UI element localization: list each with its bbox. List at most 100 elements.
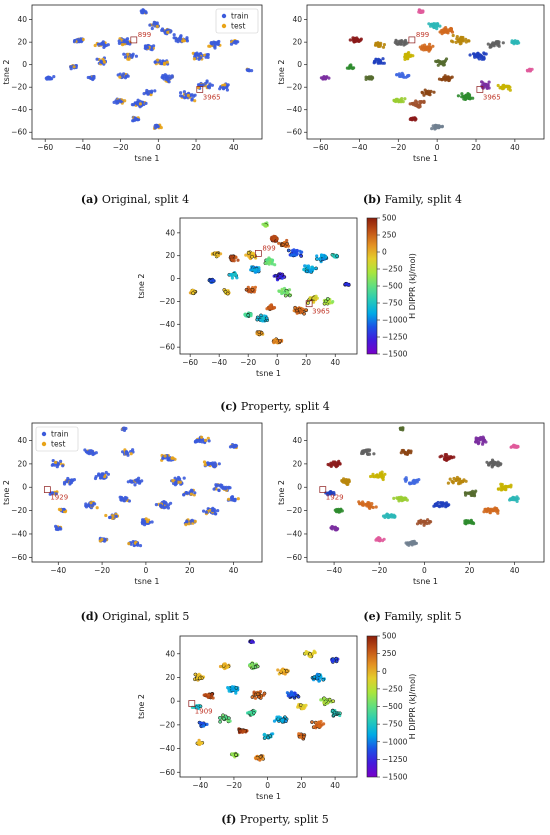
data-point (162, 62, 167, 66)
x-tick-label: −20 (371, 566, 387, 575)
data-point (327, 463, 332, 467)
data-point (297, 732, 301, 736)
data-point (205, 53, 209, 57)
data-point (131, 448, 135, 452)
data-point (407, 51, 411, 55)
data-point (433, 123, 437, 128)
data-point (450, 30, 455, 34)
data-point (127, 57, 131, 61)
data-point (488, 508, 492, 512)
data-point (55, 465, 59, 469)
data-point (166, 78, 170, 83)
data-point (405, 56, 409, 60)
data-point (250, 663, 254, 667)
data-point (223, 83, 227, 87)
plot-frame (179, 217, 358, 355)
data-point (210, 83, 214, 87)
data-point (484, 52, 488, 56)
annotation-label: 1909 (195, 708, 213, 716)
colorbar (366, 635, 378, 778)
caption-f-text: Property, split 5 (236, 813, 329, 826)
data-point (428, 45, 432, 50)
caption-e-letter: (e) (363, 610, 381, 623)
data-point (202, 693, 206, 697)
data-point (121, 450, 125, 454)
data-point (314, 266, 318, 271)
data-point (299, 309, 303, 313)
data-point (306, 264, 311, 268)
colorbar-label: H DIPPR (kJ/mol) (408, 253, 417, 319)
annotation-marker (319, 486, 327, 493)
data-point (280, 272, 285, 277)
data-point (459, 40, 463, 44)
x-tick-label: −20 (390, 143, 406, 152)
data-point (446, 77, 450, 81)
data-point (304, 651, 308, 655)
data-point (118, 72, 122, 76)
data-point (323, 77, 328, 81)
data-point (398, 40, 402, 45)
data-point (396, 42, 400, 46)
data-point (327, 697, 332, 702)
data-point (256, 695, 261, 699)
data-point (385, 512, 389, 516)
data-point (412, 101, 416, 105)
x-tick-label: 40 (229, 143, 239, 152)
data-point (257, 330, 262, 334)
data-point (210, 41, 214, 46)
data-point (377, 58, 381, 62)
data-point (292, 309, 296, 313)
data-point (368, 506, 372, 510)
data-point (234, 255, 238, 259)
data-point (230, 276, 234, 280)
data-point (489, 45, 493, 49)
data-point (150, 26, 154, 31)
data-point (257, 268, 261, 272)
data-point (186, 93, 190, 98)
data-point (452, 476, 456, 481)
data-point (59, 462, 63, 466)
data-point (185, 36, 189, 40)
data-point (330, 659, 334, 663)
data-point (335, 254, 340, 259)
data-point (285, 238, 289, 243)
data-point (93, 43, 97, 48)
y-axis-label: tsne 2 (137, 694, 146, 719)
data-point (319, 719, 323, 724)
y-tick-label: −60 (286, 553, 302, 562)
data-point (138, 480, 142, 484)
legend-marker (41, 441, 47, 447)
data-point (250, 254, 254, 259)
data-point (166, 30, 170, 34)
data-point (399, 74, 403, 78)
data-point (199, 741, 203, 745)
data-point (419, 100, 423, 104)
caption-a-letter: (a) (80, 193, 99, 206)
data-point (420, 46, 424, 51)
data-point (422, 99, 426, 103)
data-point (192, 57, 196, 61)
data-point (457, 481, 461, 485)
y-axis-label: tsne 2 (277, 480, 286, 505)
data-point (439, 501, 443, 505)
colorbar-tick-label: 500 (382, 632, 397, 641)
data-point (280, 287, 284, 291)
data-point (158, 503, 163, 507)
data-point (227, 716, 231, 721)
data-point (130, 480, 134, 484)
data-point (272, 234, 276, 238)
data-point (126, 52, 130, 57)
x-tick-label: −40 (50, 566, 66, 575)
data-point (290, 249, 294, 253)
data-point (463, 97, 467, 101)
y-tick-label: −20 (286, 506, 302, 515)
data-point (142, 92, 146, 96)
data-point (482, 51, 486, 55)
y-tick-label: −20 (11, 83, 27, 92)
data-point (486, 42, 490, 46)
data-point (196, 83, 201, 87)
data-point (422, 519, 426, 523)
data-point (444, 26, 448, 30)
data-point (249, 314, 253, 318)
data-point (286, 248, 291, 253)
